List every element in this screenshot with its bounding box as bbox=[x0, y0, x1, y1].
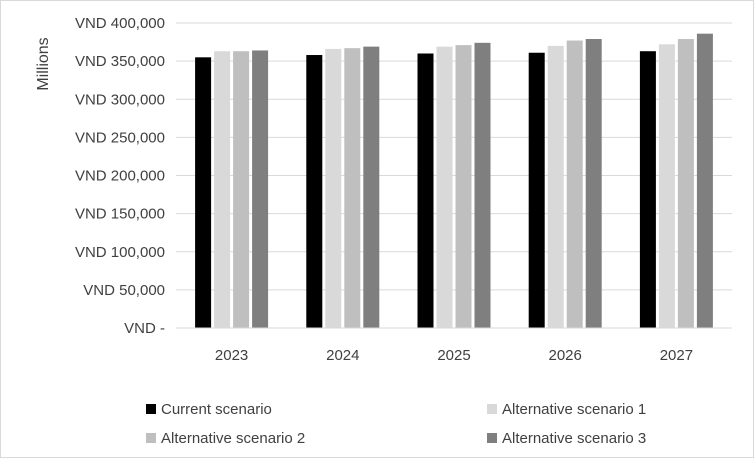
axes: VND - VND 50,000 VND 100,000 VND 150,000 VND… bbox=[75, 15, 732, 364]
y-tick-label: VND 200,000 bbox=[75, 168, 165, 185]
legend: Current scenario Alternative scenario 1 Al… bbox=[146, 401, 646, 447]
legend-label: Current scenario bbox=[161, 401, 272, 418]
legend-swatch bbox=[487, 433, 497, 443]
legend-swatch bbox=[487, 404, 497, 414]
bar-2023-series-4 bbox=[252, 50, 269, 328]
bar-2024-series-2 bbox=[325, 48, 342, 329]
bar-2025-series-2 bbox=[436, 46, 453, 328]
y-tick-label: VND 100,000 bbox=[75, 244, 165, 261]
y-axis-label: Millions bbox=[35, 37, 52, 90]
x-tick-label: 2026 bbox=[549, 347, 582, 364]
bar-2026-series-1 bbox=[528, 52, 545, 329]
bar-2027-series-3 bbox=[677, 39, 694, 328]
x-tick-label: 2023 bbox=[215, 347, 248, 364]
bar-2026-series-4 bbox=[585, 39, 602, 328]
bar-2025-series-4 bbox=[474, 42, 491, 328]
y-tick-label: VND 350,000 bbox=[75, 53, 165, 70]
bar-2024-series-1 bbox=[306, 55, 323, 329]
bar-2026-series-3 bbox=[566, 40, 583, 328]
legend-swatch bbox=[146, 404, 156, 414]
y-tick-label: VND 300,000 bbox=[75, 91, 165, 108]
legend-label: Alternative scenario 2 bbox=[161, 430, 305, 447]
bar-2026-series-2 bbox=[547, 45, 564, 328]
legend-swatch bbox=[146, 433, 156, 443]
x-tick-label: 2024 bbox=[326, 347, 359, 364]
x-tick-label: 2025 bbox=[437, 347, 470, 364]
legend-label: Alternative scenario 3 bbox=[502, 430, 646, 447]
bar-2027-series-4 bbox=[696, 33, 713, 329]
y-tick-label: VND - bbox=[124, 320, 165, 337]
y-tick-label: VND 150,000 bbox=[75, 206, 165, 223]
bar-2024-series-4 bbox=[363, 46, 380, 328]
bar-2027-series-1 bbox=[639, 51, 656, 329]
y-tick-label: VND 50,000 bbox=[83, 282, 165, 299]
bar-2023-series-1 bbox=[195, 57, 212, 328]
y-tick-label: VND 400,000 bbox=[75, 15, 165, 32]
bars bbox=[195, 33, 713, 329]
legend-label: Alternative scenario 1 bbox=[502, 401, 646, 418]
bar-2024-series-3 bbox=[344, 48, 361, 328]
y-tick-label: VND 250,000 bbox=[75, 129, 165, 146]
bar-2023-series-2 bbox=[214, 51, 231, 329]
bar-2025-series-3 bbox=[455, 45, 472, 329]
bar-2023-series-3 bbox=[233, 51, 250, 329]
bar-2025-series-1 bbox=[417, 53, 434, 328]
x-tick-label: 2027 bbox=[660, 347, 693, 364]
gridlines bbox=[176, 22, 732, 291]
bar-2027-series-2 bbox=[658, 44, 675, 328]
